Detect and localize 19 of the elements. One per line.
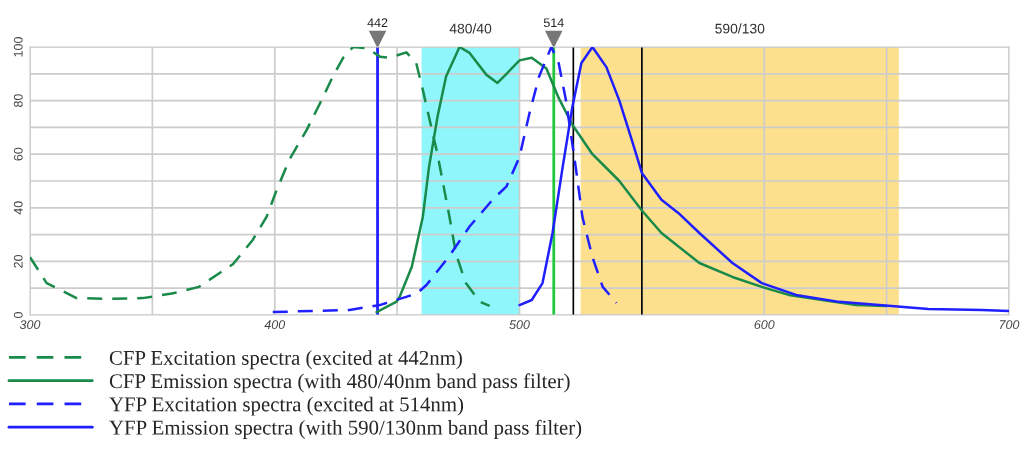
legend-label: CFP Emission spectra (with 480/40nm band pass filter) [109,373,570,393]
legend-label: YFP Emission spectra (with 590/130nm band pass filter) [109,419,582,439]
x-tick-label: 400 [264,320,286,330]
band-label: 480/40 [449,23,492,34]
x-tick-label: 300 [19,320,41,330]
y-tick-label: 60 [13,147,23,161]
legend-label: YFP Excitation spectra (excited at 514nm) [109,396,464,416]
y-tick-label: 0 [13,312,23,318]
y-tick-label: 80 [13,94,23,108]
y-tick-label: 100 [13,37,23,57]
x-tick-label: 600 [754,320,775,330]
ref-line-label: 514 [543,18,564,28]
ref-line-label: 442 [367,18,388,27]
x-tick-label: 500 [509,320,530,330]
x-tick-label: 700 [999,320,1020,330]
band-label: 590/130 [715,23,765,34]
y-tick-label: 20 [13,254,23,268]
y-tick-label: 40 [13,201,23,215]
legend-label: CFP Excitation spectra (excited at 442nm) [109,350,462,370]
